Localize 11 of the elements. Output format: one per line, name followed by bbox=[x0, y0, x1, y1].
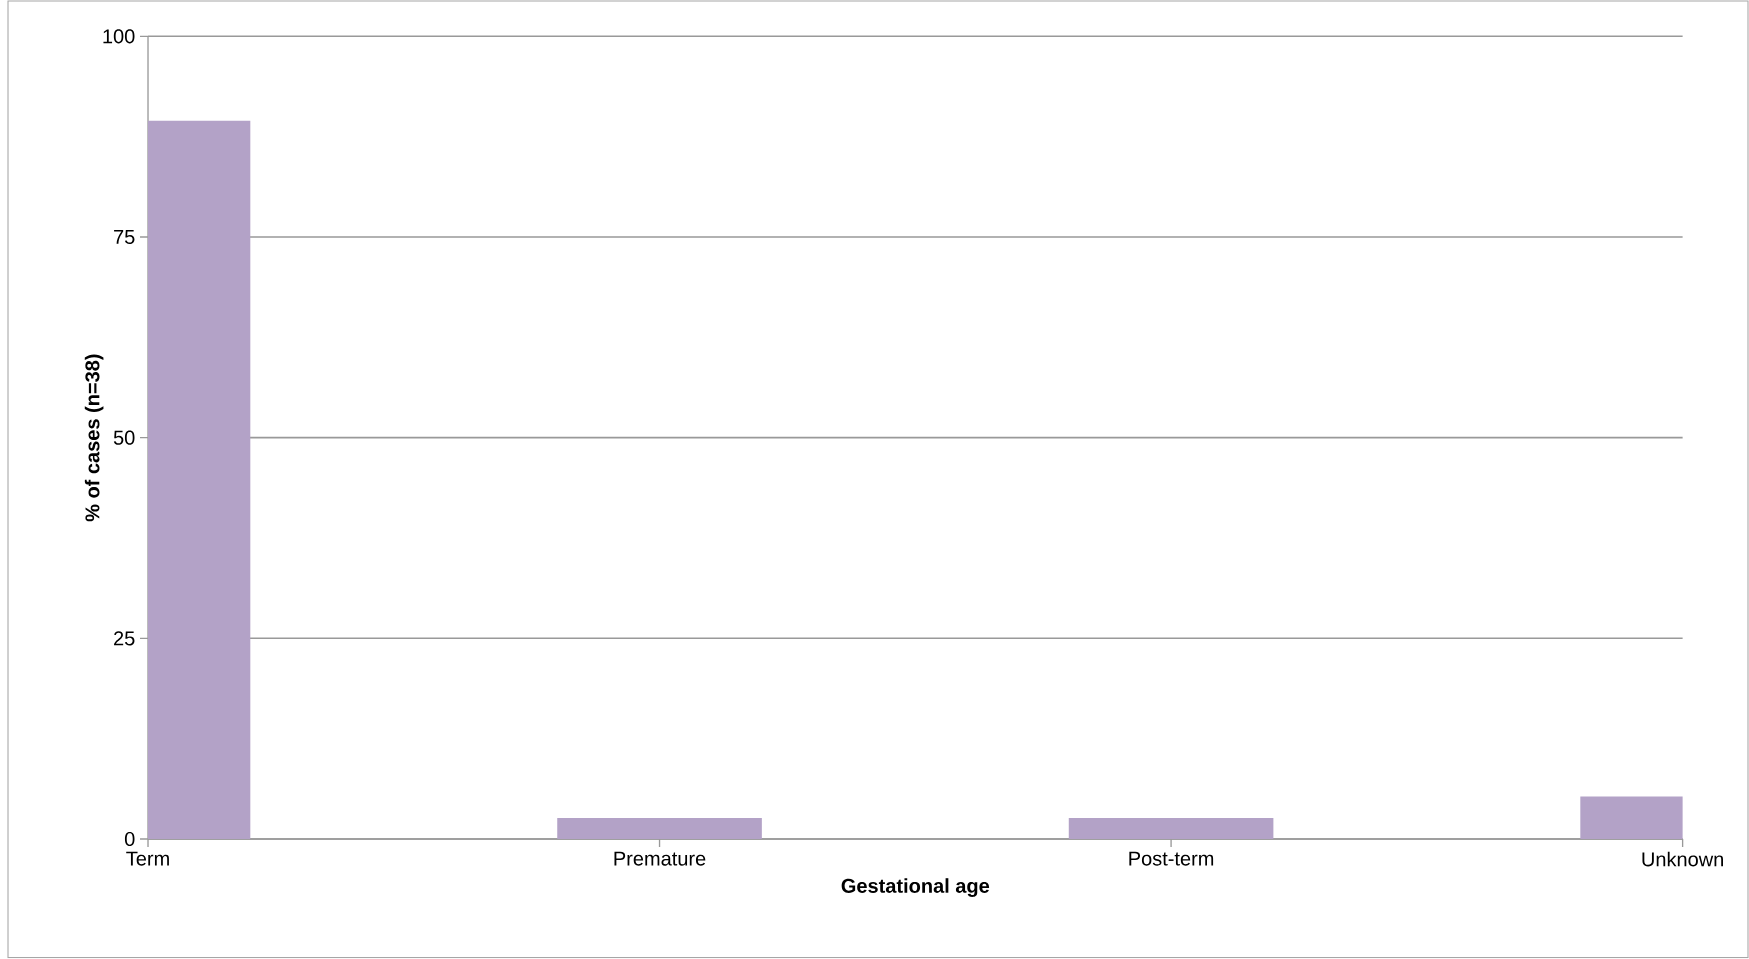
y-axis-title: % of cases (n=38) bbox=[84, 354, 104, 522]
x-tick-label: Unknown bbox=[1642, 851, 1723, 867]
x-tick-label: Post-term bbox=[1129, 851, 1214, 866]
x-axis-title: Gestational age bbox=[841, 878, 990, 897]
y-tick-label: 75 bbox=[114, 230, 135, 244]
y-tick-label: 100 bbox=[103, 29, 135, 44]
x-tick-label: Premature bbox=[614, 851, 706, 866]
y-tick-label: 50 bbox=[113, 430, 135, 445]
x-tick-label: Term bbox=[126, 851, 169, 866]
y-tick-label: 0 bbox=[124, 831, 135, 847]
y-tick-label: 25 bbox=[114, 631, 135, 646]
